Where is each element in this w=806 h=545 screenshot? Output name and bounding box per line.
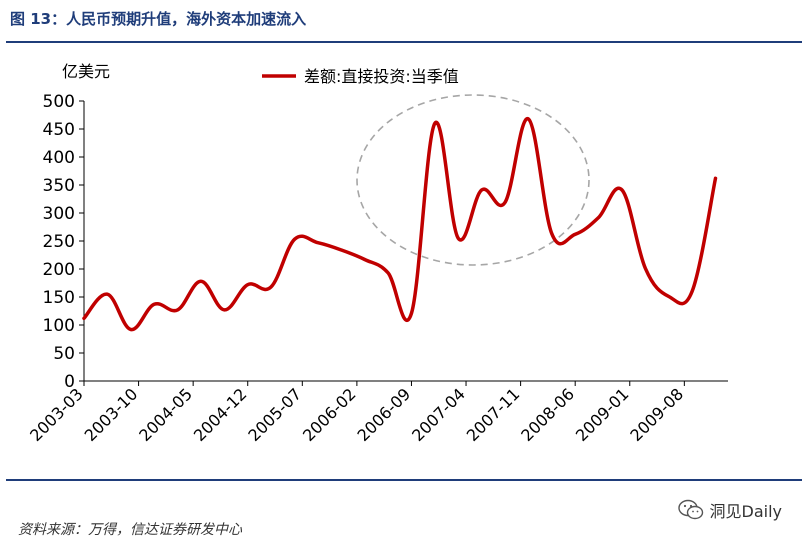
series-line [82,117,718,332]
x-tick-label: 2007-04 [408,384,469,445]
x-tick-label: 2005-07 [244,384,305,445]
unit-label: 亿美元 [62,62,110,81]
x-tick-label: 2006-09 [354,384,415,445]
y-tick-label: 400 [43,148,75,168]
x-tick-label: 2003-03 [26,384,87,445]
y-tick-label: 300 [43,204,75,224]
wechat-icon [677,499,703,520]
legend: 差额:直接投资:当季值 [262,67,459,86]
y-tick-label: 500 [43,92,75,112]
y-tick-label: 350 [43,176,75,196]
y-tick-label: 450 [43,120,75,140]
x-tick-label: 2004-12 [190,384,251,445]
top-rule [6,41,802,43]
highlight-ellipse [356,94,590,266]
watermark: 洞见Daily [677,498,783,522]
x-tick-label: 2004-05 [135,384,196,445]
x-tick-label: 2009-08 [626,384,687,445]
watermark-text: 洞见Daily [709,502,783,521]
legend-label: 差额:直接投资:当季值 [304,67,459,86]
y-tick-label: 200 [43,260,75,280]
x-tick-label: 2006-02 [299,384,360,445]
y-tick-label: 100 [43,316,75,336]
x-tick-label: 2007-11 [463,384,524,445]
y-tick-label: 150 [43,288,75,308]
y-tick-label: 250 [43,232,75,252]
bottom-rule [6,479,802,481]
x-tick-label: 2003-10 [81,384,142,445]
data-points [82,117,718,332]
x-tick-label: 2008-06 [517,384,578,445]
figure-title: 图 13：人民币预期升值，海外资本加速流入 [10,10,307,28]
y-tick-label: 0 [64,372,75,392]
x-tick-label: 2009-01 [572,384,633,445]
axes: 0501001502002503003504004505002003-03200… [26,92,728,445]
y-tick-label: 50 [53,344,75,364]
chart: 0501001502002503003504004505002003-03200… [26,62,728,445]
source-note: 资料来源：万得，信达证券研发中心 [18,522,242,538]
